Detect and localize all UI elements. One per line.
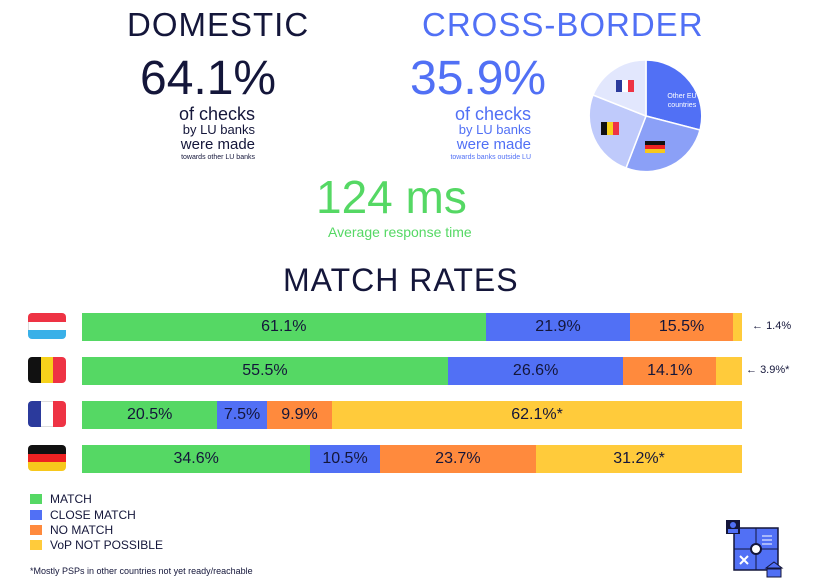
data-label: 14.1% xyxy=(647,362,693,379)
domestic-title: DOMESTIC xyxy=(127,6,310,43)
vop-logo-icon xyxy=(726,520,784,578)
bar-segment-match: 55.5% xyxy=(82,357,448,385)
germany-flag-icon xyxy=(645,141,665,153)
domestic-line1: of checks xyxy=(178,104,255,124)
domestic-value: 64.1% xyxy=(140,52,277,105)
bar-luxembourg: 61.1% 21.9% 15.5% xyxy=(82,313,742,341)
domestic-line3: were made xyxy=(180,136,255,153)
data-label: 23.7% xyxy=(435,450,481,467)
response-label: Average response time xyxy=(328,224,472,240)
bar-segment-close-match: 26.6% xyxy=(447,357,624,385)
cross-line1: of checks xyxy=(454,104,531,124)
lu-notpossible-callout: ← 1.4% xyxy=(752,319,791,333)
bar-segment-vop-not-possible xyxy=(732,313,742,341)
germany-flag-icon xyxy=(28,445,66,471)
bar-segment-vop-not-possible xyxy=(716,357,742,385)
data-label: 62.1%* xyxy=(511,406,563,423)
bar-segment-vop-not-possible: 31.2%* xyxy=(536,445,742,473)
data-label: 34.6% xyxy=(173,450,219,467)
bar-segment-match: 20.5% xyxy=(82,401,218,429)
cross-line3: were made xyxy=(456,136,531,153)
pie-label-other-eu: Other EU countries xyxy=(667,93,697,109)
cross-title: CROSS-BORDER xyxy=(422,6,704,43)
luxembourg-flag-icon xyxy=(28,313,66,339)
france-flag-icon xyxy=(616,80,634,92)
lu-notpossible-label: 1.4% xyxy=(766,320,792,332)
data-label: 61.1% xyxy=(261,318,307,335)
legend-label: MATCH xyxy=(50,492,92,506)
be-notpossible-label: 3.9%* xyxy=(760,364,790,376)
bar-segment-no-match: 14.1% xyxy=(623,357,717,385)
france-flag-icon xyxy=(28,401,66,427)
data-label: 31.2%* xyxy=(613,450,665,467)
cross-value: 35.9% xyxy=(410,52,547,105)
cross-line2: by LU banks xyxy=(458,122,531,137)
data-label: 7.5% xyxy=(223,406,261,423)
arrow-left-icon: ← xyxy=(752,320,763,332)
cross-border-pie xyxy=(588,59,703,173)
bar-segment-match: 34.6% xyxy=(82,445,311,473)
bar-segment-vop-not-possible: 62.1%* xyxy=(332,401,742,429)
response-value: 124 ms xyxy=(316,171,467,223)
bar-segment-close-match: 10.5% xyxy=(310,445,380,473)
legend-vop-not-possible: VoP NOT POSSIBLE xyxy=(30,538,163,552)
match-rates-title: MATCH RATES xyxy=(283,262,519,298)
data-label: 21.9% xyxy=(535,318,581,335)
bar-france: 20.5% 7.5% 9.9% 62.1%* xyxy=(82,401,742,429)
legend-label: CLOSE MATCH xyxy=(50,508,136,522)
data-label: 55.5% xyxy=(242,362,288,379)
be-notpossible-callout: ← 3.9%* xyxy=(746,363,789,377)
bar-segment-close-match: 7.5% xyxy=(217,401,267,429)
bar-segment-match: 61.1% xyxy=(82,313,486,341)
pie-slice-other-eu xyxy=(645,59,703,131)
bar-germany: 34.6% 10.5% 23.7% 31.2%* xyxy=(82,445,742,473)
bar-segment-no-match: 15.5% xyxy=(630,313,733,341)
belgium-flag-icon xyxy=(28,357,66,383)
domestic-text: of checks by LU banks were made towards … xyxy=(179,105,255,162)
legend-label: NO MATCH xyxy=(50,523,114,537)
legend-no-match: NO MATCH xyxy=(30,523,113,537)
data-label: 26.6% xyxy=(512,362,559,379)
domestic-note: towards other LU banks xyxy=(181,154,255,161)
footnote: *Mostly PSPs in other countries not yet … xyxy=(30,566,253,576)
bar-segment-no-match: 9.9% xyxy=(266,401,333,429)
legend-label: VoP NOT POSSIBLE xyxy=(50,538,163,552)
cross-text: of checks by LU banks were made towards … xyxy=(450,105,531,162)
data-label: 10.5% xyxy=(322,450,368,467)
data-label: 15.5% xyxy=(658,318,705,335)
bar-segment-no-match: 23.7% xyxy=(379,445,537,473)
domestic-line2: by LU banks xyxy=(182,122,255,137)
bar-belgium: 55.5% 26.6% 14.1% xyxy=(82,357,742,385)
arrow-left-icon: ← xyxy=(746,364,757,376)
legend-close-match: CLOSE MATCH xyxy=(30,508,136,522)
belgium-flag-icon xyxy=(601,122,619,135)
data-label: 20.5% xyxy=(126,406,173,423)
legend-match: MATCH xyxy=(30,492,92,506)
bar-segment-close-match: 21.9% xyxy=(485,313,631,341)
data-label: 9.9% xyxy=(281,406,318,423)
cross-note: towards banks outside LU xyxy=(450,154,531,161)
